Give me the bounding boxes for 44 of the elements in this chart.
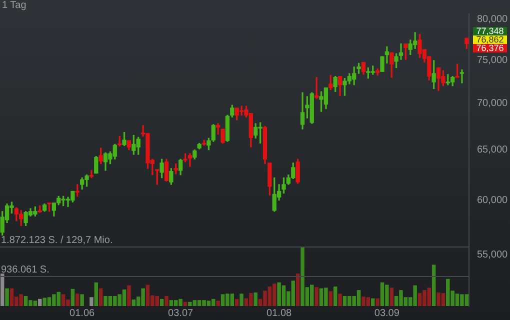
y-tick-label: 75,000 <box>477 54 508 66</box>
bar <box>76 294 80 306</box>
x-tick-label: 01.06 <box>70 308 96 319</box>
y-tick-label: 65,000 <box>477 144 508 156</box>
bar <box>183 302 188 306</box>
bar <box>216 300 220 306</box>
bar <box>333 286 338 306</box>
bar <box>296 274 300 306</box>
bar <box>160 298 164 306</box>
bar <box>127 285 131 306</box>
bar <box>38 298 42 306</box>
bar <box>94 282 98 306</box>
text: 76,376 <box>476 43 504 54</box>
bar <box>338 294 342 306</box>
text: 77,348 <box>476 26 504 36</box>
bar <box>314 287 318 306</box>
y-tick-label: 80,000 <box>477 14 508 26</box>
y-tick-label: 55,000 <box>477 250 508 261</box>
y-tick-label: 60,000 <box>477 194 508 206</box>
x-tick-label: 03.07 <box>168 308 194 319</box>
bar <box>90 297 94 306</box>
text: 76,862 <box>476 34 504 45</box>
ref-line-label: 936.061 S. <box>1 264 50 276</box>
bar <box>240 294 244 306</box>
bar <box>376 298 380 306</box>
bar <box>5 288 9 306</box>
bar <box>80 294 84 306</box>
ref-line-label: 1.872.123 S. / 129,7 Mio. <box>1 234 113 246</box>
x-tick-label: 01.08 <box>266 308 292 319</box>
bar <box>370 298 375 306</box>
bar <box>390 288 394 306</box>
bar <box>70 288 75 306</box>
bar <box>132 300 136 306</box>
y-tick-label: 70,000 <box>477 98 508 110</box>
bar <box>272 284 276 306</box>
bar <box>432 264 436 306</box>
bar <box>98 288 103 306</box>
bar <box>254 292 258 306</box>
chart-title: 1 Tag <box>2 0 26 11</box>
bar <box>0 274 4 306</box>
bar <box>328 291 333 306</box>
bar <box>164 296 168 306</box>
x-tick-label: 03.09 <box>374 308 400 319</box>
bar <box>234 298 239 306</box>
